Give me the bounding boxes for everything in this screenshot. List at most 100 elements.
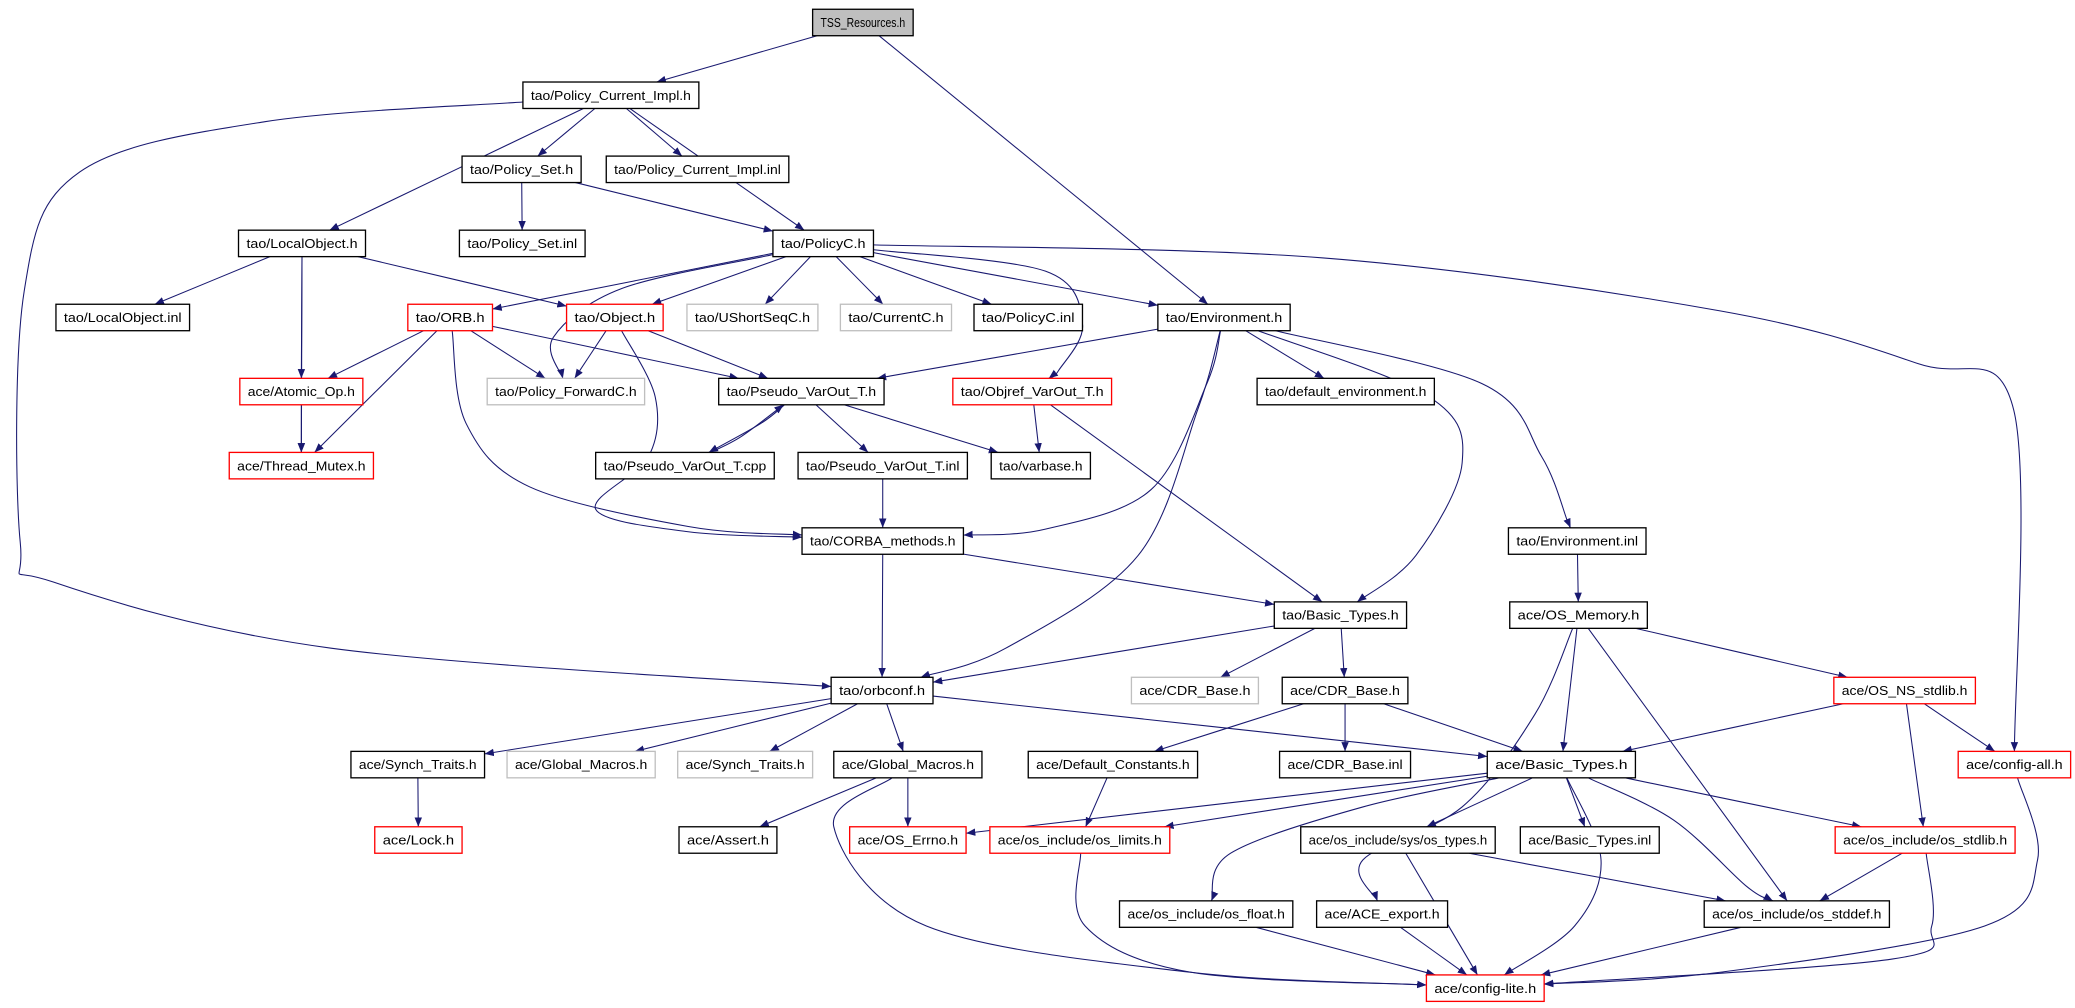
node-obj[interactable]: tao/Object.h bbox=[565, 303, 664, 332]
node-pciinl[interactable]: tao/Policy_Current_Impl.inl bbox=[605, 155, 790, 184]
node-pcinl[interactable]: tao/PolicyC.inl bbox=[973, 303, 1084, 332]
node-abtinl[interactable]: ace/Basic_Types.inl bbox=[1519, 826, 1660, 854]
node-limits[interactable]: ace/os_include/os_limits.h bbox=[989, 826, 1171, 854]
edge-corba-to-tbt bbox=[963, 553, 1275, 607]
edge-pc-to-cur bbox=[835, 256, 884, 305]
node-box bbox=[833, 750, 983, 779]
edge-abt-to-limits bbox=[1164, 775, 1488, 829]
node-pset[interactable]: tao/Policy_Set.h bbox=[461, 155, 582, 184]
node-box bbox=[522, 81, 700, 110]
node-orbconf[interactable]: tao/orbconf.h bbox=[830, 676, 934, 705]
node-cdr[interactable]: ace/CDR_Base.h bbox=[1281, 676, 1409, 705]
edge-nsstdlib-to-cfgall bbox=[1923, 703, 1996, 752]
edge-osmem-to-abt bbox=[1560, 628, 1578, 752]
node-tmutex[interactable]: ace/Thread_Mutex.h bbox=[228, 451, 375, 480]
node-defenv[interactable]: tao/default_environment.h bbox=[1256, 377, 1436, 406]
node-box bbox=[374, 826, 463, 854]
node-lock[interactable]: ace/Lock.h bbox=[374, 826, 463, 854]
node-cdrinl[interactable]: ace/CDR_Base.inl bbox=[1278, 750, 1412, 779]
node-label: ace/CDR_Base.h bbox=[1139, 683, 1250, 698]
node-psetinl[interactable]: tao/Policy_Set.inl bbox=[458, 229, 586, 258]
edge-orb-to-corba bbox=[451, 330, 803, 539]
edge-pci-to-lo bbox=[329, 107, 584, 231]
edge-pvocpp-to-pvo bbox=[710, 404, 784, 453]
node-orb[interactable]: tao/ORB.h bbox=[407, 303, 494, 332]
node-assert[interactable]: ace/Assert.h bbox=[678, 826, 778, 854]
node-cdrg[interactable]: ace/CDR_Base.h bbox=[1130, 676, 1260, 705]
node-errno[interactable]: ace/OS_Errno.h bbox=[848, 826, 967, 854]
node-lo[interactable]: tao/LocalObject.h bbox=[237, 229, 367, 258]
node-varbase[interactable]: tao/varbase.h bbox=[990, 451, 1092, 480]
node-box bbox=[677, 750, 814, 779]
node-corba[interactable]: tao/CORBA_methods.h bbox=[801, 527, 965, 555]
node-pci[interactable]: tao/Policy_Current_Impl.h bbox=[522, 81, 700, 110]
node-stddef[interactable]: ace/os_include/os_stddef.h bbox=[1703, 900, 1891, 928]
edge-env-to-defenv bbox=[1245, 330, 1325, 379]
node-tss[interactable]: TSS_Resources.h bbox=[811, 8, 914, 37]
node-label: tao/Object.h bbox=[575, 310, 656, 325]
node-box bbox=[1027, 750, 1199, 779]
node-ovo[interactable]: tao/Objref_VarOut_T.h bbox=[952, 377, 1113, 406]
node-osmem[interactable]: ace/OS_Memory.h bbox=[1509, 601, 1648, 630]
edge-orb-to-atomic bbox=[327, 330, 424, 379]
node-float[interactable]: ace/os_include/os_float.h bbox=[1118, 900, 1294, 928]
node-box bbox=[237, 229, 367, 258]
node-box bbox=[461, 155, 582, 184]
node-box bbox=[458, 229, 586, 258]
node-ostypes[interactable]: ace/os_include/sys/os_types.h bbox=[1300, 826, 1496, 854]
edge-pci-to-orbconf bbox=[16, 101, 832, 690]
node-tbt[interactable]: tao/Basic_Types.h bbox=[1273, 601, 1408, 630]
node-label: ace/Atomic_Op.h bbox=[248, 384, 355, 399]
node-env[interactable]: tao/Environment.h bbox=[1157, 303, 1291, 332]
node-label: tao/CORBA_methods.h bbox=[810, 534, 956, 549]
node-synch[interactable]: ace/Synch_Traits.h bbox=[350, 750, 486, 779]
node-box bbox=[565, 303, 664, 332]
node-cur[interactable]: tao/CurrentC.h bbox=[839, 303, 953, 332]
node-pvocpp[interactable]: tao/Pseudo_VarOut_T.cpp bbox=[595, 451, 775, 480]
node-loinl[interactable]: tao/LocalObject.inl bbox=[55, 303, 191, 332]
node-cfgall[interactable]: ace/config-all.h bbox=[1957, 750, 2072, 779]
node-envinl[interactable]: tao/Environment.inl bbox=[1507, 527, 1647, 555]
node-pfwd[interactable]: tao/Policy_ForwardC.h bbox=[486, 377, 646, 406]
node-label: ace/os_include/os_limits.h bbox=[998, 833, 1162, 848]
node-label: ace/os_include/os_stdlib.h bbox=[1843, 833, 2007, 848]
edge-obj-to-pvo bbox=[647, 330, 769, 379]
node-gmg[interactable]: ace/Global_Macros.h bbox=[506, 750, 656, 779]
edge-lo-to-obj bbox=[357, 256, 567, 308]
node-label: tao/ORB.h bbox=[416, 310, 485, 325]
node-nsstdlib[interactable]: ace/OS_NS_stdlib.h bbox=[1833, 676, 1977, 705]
node-pvoinl[interactable]: tao/Pseudo_VarOut_T.inl bbox=[797, 451, 969, 480]
node-synchg[interactable]: ace/Synch_Traits.h bbox=[677, 750, 814, 779]
edge-orbconf-to-gm bbox=[886, 703, 904, 752]
node-cfglite[interactable]: ace/config-lite.h bbox=[1425, 974, 1545, 1003]
node-pc[interactable]: tao/PolicyC.h bbox=[772, 229, 875, 258]
node-box bbox=[350, 750, 486, 779]
edge-tss-to-pci bbox=[656, 35, 818, 84]
node-abt[interactable]: ace/Basic_Types.h bbox=[1486, 750, 1637, 779]
edge-pci-to-pciinl bbox=[626, 108, 683, 157]
node-box bbox=[830, 676, 934, 705]
node-label: ace/Assert.h bbox=[687, 833, 769, 848]
node-ushort[interactable]: tao/UShortSeqC.h bbox=[686, 303, 819, 332]
node-label: ace/os_include/sys/os_types.h bbox=[1309, 833, 1488, 848]
node-atomic[interactable]: ace/Atomic_Op.h bbox=[239, 377, 364, 406]
node-label: tao/orbconf.h bbox=[839, 683, 925, 698]
node-export[interactable]: ace/ACE_export.h bbox=[1315, 900, 1449, 928]
node-osstdlib[interactable]: ace/os_include/os_stdlib.h bbox=[1834, 826, 2016, 854]
node-label: tao/Environment.h bbox=[1166, 310, 1282, 325]
node-box bbox=[407, 303, 494, 332]
node-defc[interactable]: ace/Default_Constants.h bbox=[1027, 750, 1199, 779]
edge-pc-to-orb bbox=[492, 252, 774, 311]
edge-tss-to-env bbox=[878, 35, 1209, 305]
node-box bbox=[228, 451, 375, 480]
edge-abt-to-osstdlib bbox=[1624, 777, 1862, 829]
node-pvo[interactable]: tao/Pseudo_VarOut_T.h bbox=[718, 377, 885, 406]
node-label: ace/config-lite.h bbox=[1434, 981, 1536, 996]
node-gm[interactable]: ace/Global_Macros.h bbox=[833, 750, 983, 779]
edge-cdr-to-abt bbox=[1383, 703, 1523, 752]
edge-pc-to-env bbox=[873, 252, 1158, 308]
node-box bbox=[839, 303, 953, 332]
edge-float-to-cfglite bbox=[1255, 926, 1436, 977]
edge-pvo-to-pvoinl bbox=[815, 404, 869, 453]
edge-obj-to-pfwd bbox=[574, 330, 607, 379]
